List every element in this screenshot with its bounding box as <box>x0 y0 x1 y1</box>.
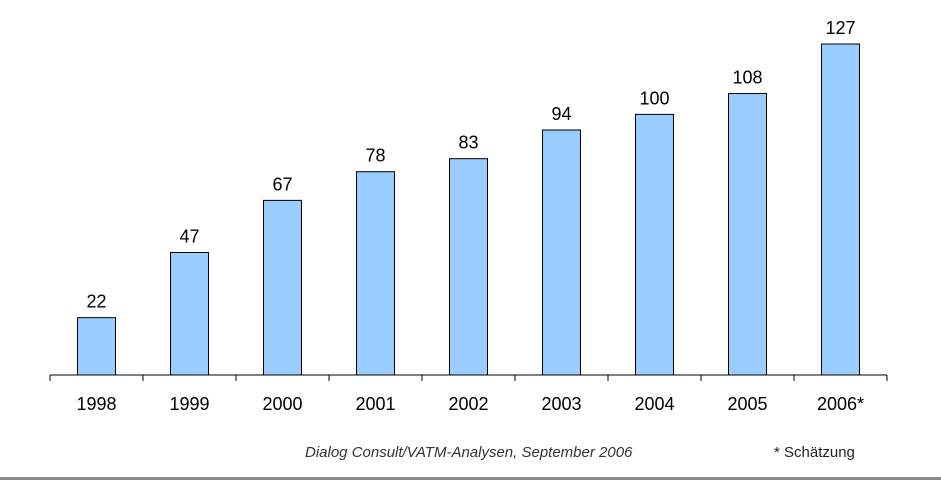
data-label: 108 <box>732 68 762 88</box>
bar-2001 <box>356 171 395 376</box>
bar-1998 <box>77 317 116 376</box>
x-tick-label: 1999 <box>169 394 209 414</box>
bar-2004 <box>635 113 674 376</box>
x-axis-ticks <box>49 375 888 381</box>
bar-1999 <box>170 252 209 376</box>
bar-2002 <box>449 158 488 376</box>
x-axis-tick-labels: 1998 1999 2000 2001 2002 2003 2004 2005 2006* <box>76 394 864 414</box>
data-label: 22 <box>86 292 106 312</box>
data-label: 100 <box>639 88 669 108</box>
bottom-divider <box>0 477 941 480</box>
data-label: 67 <box>272 174 292 194</box>
data-label: 83 <box>458 133 478 153</box>
source-note: Dialog Consult/VATM-Analysen, September … <box>305 444 633 461</box>
bar-2000 <box>263 199 302 376</box>
bar-2006 <box>821 43 860 376</box>
data-label: 78 <box>365 146 385 166</box>
data-label: 127 <box>825 18 855 38</box>
data-label: 94 <box>551 104 571 124</box>
x-tick-label: 2003 <box>541 394 581 414</box>
value-labels-group: 22 47 67 78 83 94 100 108 127 <box>86 18 855 312</box>
x-tick-label: 2002 <box>448 394 488 414</box>
x-tick-label: 2005 <box>727 394 767 414</box>
x-tick-label: 2001 <box>355 394 395 414</box>
bar-2005 <box>728 93 767 376</box>
bar-2003 <box>542 129 581 376</box>
data-label: 47 <box>179 227 199 247</box>
footnote: * Schätzung <box>774 444 855 461</box>
x-tick-label: 2004 <box>634 394 674 414</box>
bars-group <box>77 43 860 376</box>
x-tick-label: 2000 <box>262 394 302 414</box>
x-tick-label: 1998 <box>76 394 116 414</box>
x-tick-label: 2006* <box>817 394 864 414</box>
